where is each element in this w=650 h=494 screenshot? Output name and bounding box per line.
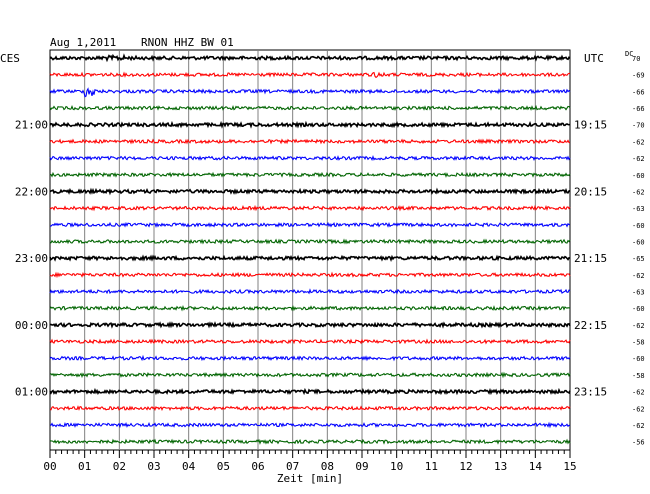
trace-row-2: [49, 87, 571, 98]
dc-offset-label: -62: [632, 389, 645, 397]
trace-row-21: [49, 405, 571, 412]
trace-row-4: [49, 120, 571, 129]
x-tick-label: 05: [217, 460, 230, 473]
x-tick-label: 10: [390, 460, 403, 473]
dc-label: DC: [625, 50, 633, 58]
left-time-label: 21:00: [15, 119, 48, 132]
trace-row-11: [49, 238, 571, 245]
dc-offset-label: -58: [632, 372, 645, 380]
left-time-label: 00:00: [15, 319, 48, 332]
trace-row-12: [49, 254, 571, 262]
right-time-label: 20:15: [574, 185, 607, 198]
x-tick-label: 06: [251, 460, 264, 473]
trace-row-22: [49, 421, 571, 429]
x-tick-label: 12: [459, 460, 472, 473]
trace-row-15: [49, 304, 571, 312]
x-tick-label: 08: [321, 460, 334, 473]
trace-row-23: [49, 438, 571, 445]
trace-row-16: [49, 321, 571, 329]
x-tick-label: 00: [43, 460, 56, 473]
x-tick-label: 09: [355, 460, 368, 473]
dc-offset-label: -62: [632, 155, 645, 163]
x-tick-label: 03: [147, 460, 160, 473]
left-timezone: CES: [0, 52, 20, 65]
dc-offset-label: -58: [632, 339, 645, 347]
right-time-label: 22:15: [574, 319, 607, 332]
x-tick-label: 04: [182, 460, 196, 473]
dc-offset-label: -62: [632, 272, 645, 280]
trace-row-17: [49, 338, 571, 345]
dc-offset-label: -60: [632, 355, 645, 363]
dc-offset-label: -62: [632, 188, 645, 196]
dc-offset-label: -60: [632, 172, 645, 180]
trace-row-10: [50, 221, 571, 229]
trace-row-1: [49, 71, 570, 79]
trace-row-19: [49, 371, 571, 379]
trace-row-8: [49, 187, 571, 196]
dc-offset-label: -66: [632, 105, 645, 113]
dc-offset-label: -60: [632, 222, 645, 230]
left-time-label: 22:00: [15, 185, 48, 198]
right-time-label: 21:15: [574, 252, 607, 265]
trace-row-7: [49, 171, 571, 178]
x-tick-label: 07: [286, 460, 299, 473]
dc-offset-label: -63: [632, 289, 645, 297]
left-time-label: 01:00: [15, 386, 48, 399]
chart-date: Aug 1,2011: [50, 36, 116, 49]
right-time-label: 19:15: [574, 119, 607, 132]
trace-row-0: [49, 53, 571, 63]
trace-row-20: [49, 387, 571, 396]
dc-offset-label: -56: [632, 439, 645, 447]
chart-station: RNON HHZ BW 01: [141, 36, 234, 49]
dc-offset-label: -65: [632, 255, 645, 263]
dc-offset-label: -63: [632, 205, 645, 213]
x-tick-label: 11: [425, 460, 438, 473]
x-tick-label: 14: [529, 460, 543, 473]
trace-row-13: [49, 271, 571, 279]
trace-row-18: [49, 354, 571, 362]
x-tick-label: 13: [494, 460, 507, 473]
dc-offset-label: -60: [632, 305, 645, 313]
left-time-label: 23:00: [15, 252, 48, 265]
x-tick-label: 15: [563, 460, 576, 473]
dc-offset-label: -62: [632, 322, 645, 330]
dc-offset-label: -70: [632, 122, 645, 130]
dc-offset-label: -62: [632, 422, 645, 430]
dc-offset-label: -62: [632, 405, 645, 413]
dc-offset-label: -62: [632, 138, 645, 146]
dc-offset-label: -66: [632, 88, 645, 96]
trace-row-14: [49, 288, 571, 295]
right-time-label: 23:15: [574, 386, 607, 399]
right-timezone: UTC: [584, 52, 604, 65]
trace-row-6: [49, 154, 571, 162]
dc-offset-label: -60: [632, 238, 645, 246]
dc-offset-label: -69: [632, 72, 645, 80]
x-tick-label: 02: [113, 460, 126, 473]
trace-row-9: [49, 204, 571, 212]
x-axis-label: Zeit [min]: [277, 472, 343, 485]
x-tick-label: 01: [78, 460, 91, 473]
dc-offset-label: 70: [632, 55, 640, 63]
trace-row-5: [49, 138, 571, 145]
trace-row-3: [49, 104, 571, 112]
